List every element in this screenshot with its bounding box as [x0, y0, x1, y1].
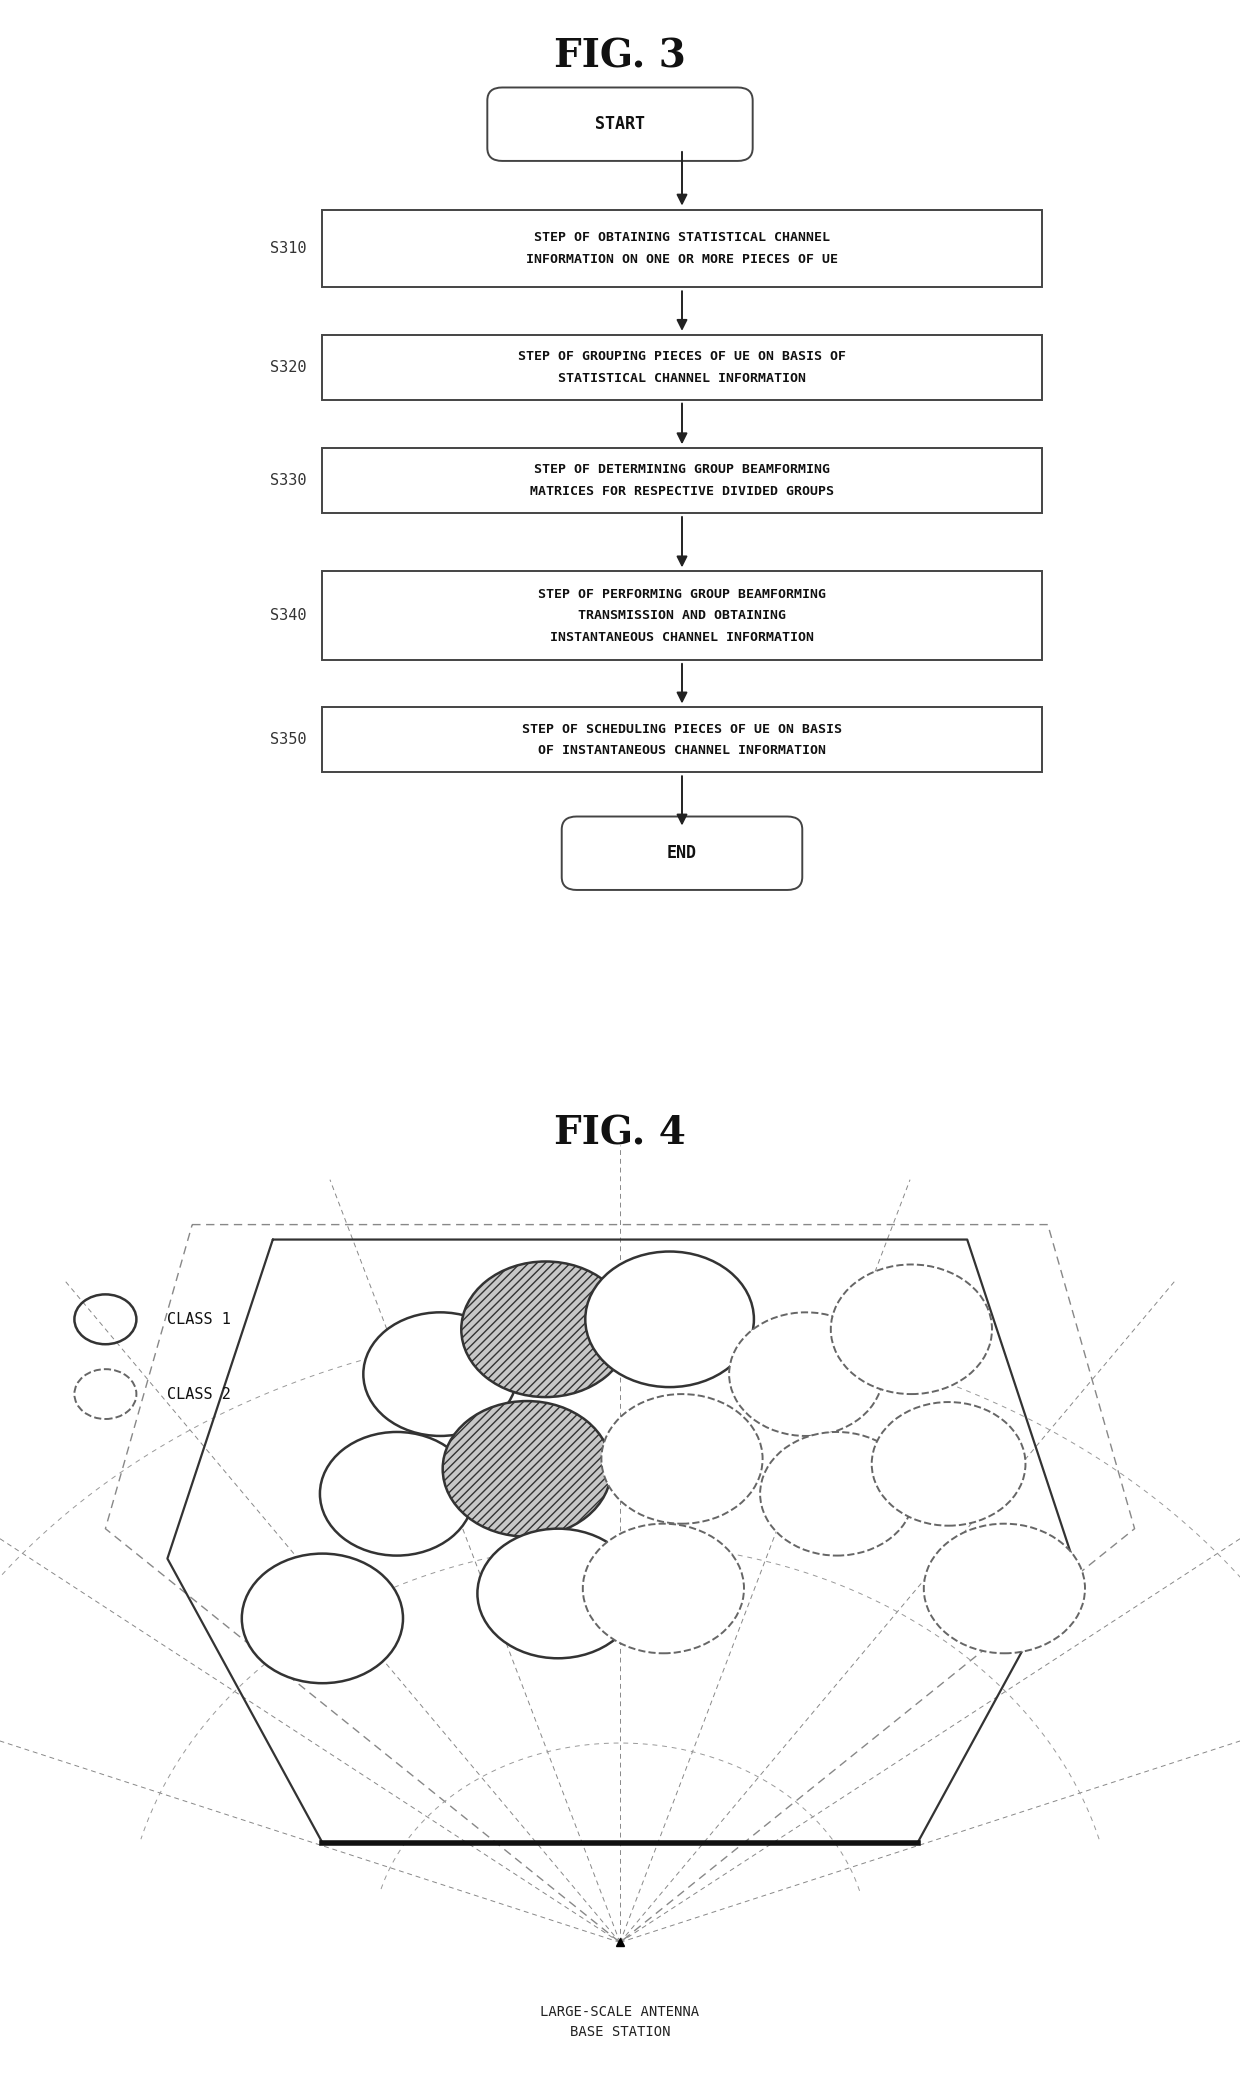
Text: S340: S340 — [270, 609, 306, 623]
Circle shape — [477, 1529, 639, 1657]
Bar — [322, 708, 1042, 773]
Text: FIG. 4: FIG. 4 — [554, 1115, 686, 1153]
Text: START: START — [595, 114, 645, 133]
Text: S350: S350 — [270, 733, 306, 748]
Text: CLASS 2: CLASS 2 — [167, 1387, 232, 1402]
Text: LARGE-SCALE ANTENNA
BASE STATION: LARGE-SCALE ANTENNA BASE STATION — [541, 2004, 699, 2040]
Text: S330: S330 — [270, 474, 306, 488]
Text: CLASS 1: CLASS 1 — [167, 1313, 232, 1327]
Text: TRANSMISSION AND OBTAINING: TRANSMISSION AND OBTAINING — [578, 609, 786, 623]
Text: MATRICES FOR RESPECTIVE DIVIDED GROUPS: MATRICES FOR RESPECTIVE DIVIDED GROUPS — [529, 484, 835, 498]
Circle shape — [585, 1252, 754, 1387]
Circle shape — [443, 1402, 611, 1537]
Circle shape — [831, 1265, 992, 1394]
Circle shape — [583, 1525, 744, 1653]
Text: S320: S320 — [270, 359, 306, 374]
Bar — [322, 571, 1042, 660]
Text: STATISTICAL CHANNEL INFORMATION: STATISTICAL CHANNEL INFORMATION — [558, 372, 806, 384]
Text: END: END — [667, 843, 697, 862]
Text: FIG. 3: FIG. 3 — [554, 37, 686, 75]
Bar — [322, 334, 1042, 399]
Bar — [322, 210, 1042, 287]
Circle shape — [729, 1313, 883, 1435]
Text: INFORMATION ON ONE OR MORE PIECES OF UE: INFORMATION ON ONE OR MORE PIECES OF UE — [526, 253, 838, 266]
Text: STEP OF OBTAINING STATISTICAL CHANNEL: STEP OF OBTAINING STATISTICAL CHANNEL — [534, 231, 830, 245]
Circle shape — [601, 1394, 763, 1525]
Text: STEP OF DETERMINING GROUP BEAMFORMING: STEP OF DETERMINING GROUP BEAMFORMING — [534, 463, 830, 476]
Circle shape — [320, 1431, 474, 1556]
Text: S310: S310 — [270, 241, 306, 255]
Circle shape — [760, 1431, 914, 1556]
Circle shape — [363, 1313, 517, 1435]
Circle shape — [924, 1525, 1085, 1653]
Text: OF INSTANTANEOUS CHANNEL INFORMATION: OF INSTANTANEOUS CHANNEL INFORMATION — [538, 744, 826, 758]
Text: STEP OF PERFORMING GROUP BEAMFORMING: STEP OF PERFORMING GROUP BEAMFORMING — [538, 588, 826, 600]
Text: STEP OF GROUPING PIECES OF UE ON BASIS OF: STEP OF GROUPING PIECES OF UE ON BASIS O… — [518, 349, 846, 363]
FancyBboxPatch shape — [562, 816, 802, 889]
FancyBboxPatch shape — [487, 87, 753, 160]
Bar — [322, 449, 1042, 513]
Circle shape — [461, 1261, 630, 1398]
Circle shape — [872, 1402, 1025, 1527]
Text: INSTANTANEOUS CHANNEL INFORMATION: INSTANTANEOUS CHANNEL INFORMATION — [551, 631, 813, 644]
Circle shape — [242, 1554, 403, 1682]
Text: STEP OF SCHEDULING PIECES OF UE ON BASIS: STEP OF SCHEDULING PIECES OF UE ON BASIS — [522, 723, 842, 735]
